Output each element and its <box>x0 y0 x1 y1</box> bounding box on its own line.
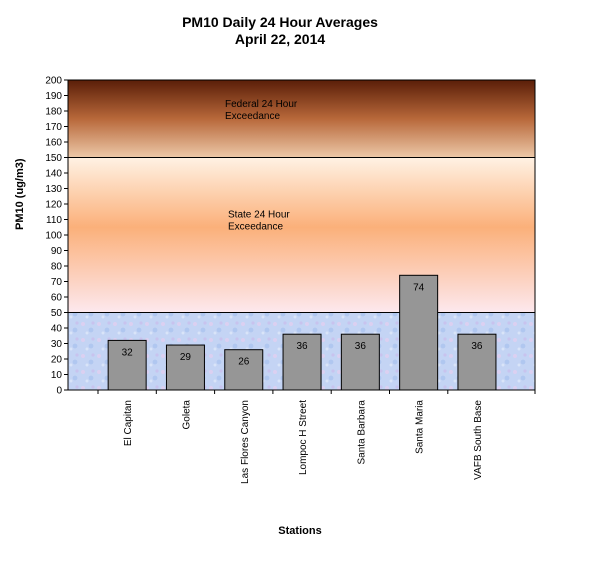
chart-subtitle: April 22, 2014 <box>234 31 326 47</box>
x-tick-label: Santa Maria <box>415 400 426 454</box>
x-tick-label: VAFB South Base <box>473 400 484 480</box>
x-tick-label: Lompoc H Street <box>298 400 309 475</box>
bar-value-label: 36 <box>471 341 483 352</box>
y-tick-label: 180 <box>45 107 62 118</box>
y-tick-label: 150 <box>45 153 62 164</box>
bar-value-label: 74 <box>413 282 425 293</box>
x-tick-label: Las Flores Canyon <box>240 400 251 484</box>
bar <box>107 339 147 391</box>
y-tick-label: 80 <box>51 262 63 273</box>
y-tick-label: 0 <box>56 386 62 397</box>
y-tick-label: 90 <box>51 246 63 257</box>
bar-value-label: 32 <box>122 347 134 358</box>
x-axis-label: Stations <box>278 525 322 537</box>
x-tick-label: El Capitan <box>123 400 134 446</box>
y-tick-label: 10 <box>51 370 63 381</box>
y-tick-label: 160 <box>45 138 62 149</box>
band-label-line: Exceedance <box>225 111 280 122</box>
bar <box>224 349 264 391</box>
band-label-line: Federal 24 Hour <box>225 99 298 110</box>
band-label-line: Exceedance <box>228 222 283 233</box>
state-exceedance-band <box>68 157 535 313</box>
y-tick-label: 70 <box>51 277 63 288</box>
x-tick-label: Santa Barbara <box>356 400 367 465</box>
y-tick-label: 40 <box>51 324 63 335</box>
y-tick-label: 100 <box>45 231 62 242</box>
y-tick-label: 120 <box>45 200 62 211</box>
bar-value-label: 26 <box>238 357 250 368</box>
chart-title: PM10 Daily 24 Hour Averages <box>182 14 378 30</box>
y-tick-label: 50 <box>51 308 63 319</box>
y-tick-label: 170 <box>45 122 62 133</box>
y-tick-label: 130 <box>45 184 62 195</box>
bar <box>399 274 439 391</box>
y-tick-label: 20 <box>51 355 63 366</box>
band-label-line: State 24 Hour <box>228 210 290 221</box>
federal-exceedance-band <box>68 80 535 158</box>
bar <box>340 333 380 391</box>
y-tick-label: 200 <box>45 76 62 87</box>
bar <box>282 333 322 391</box>
y-tick-label: 110 <box>46 215 62 226</box>
bar <box>457 333 497 391</box>
y-tick-label: 30 <box>51 339 63 350</box>
bar-value-label: 36 <box>296 341 308 352</box>
bar-value-label: 36 <box>355 341 367 352</box>
bar-value-label: 29 <box>180 352 192 363</box>
y-tick-label: 60 <box>51 293 63 304</box>
y-tick-label: 190 <box>45 91 62 102</box>
x-tick-label: Goleta <box>181 400 192 430</box>
bar <box>165 344 205 391</box>
y-tick-label: 140 <box>45 169 62 180</box>
